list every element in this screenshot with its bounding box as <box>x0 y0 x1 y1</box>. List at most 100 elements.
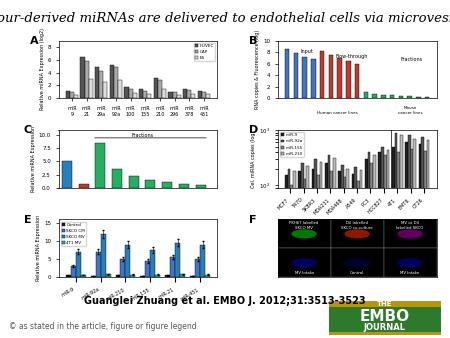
Bar <box>333 158 336 338</box>
Bar <box>183 89 187 98</box>
Bar <box>373 94 377 98</box>
Y-axis label: RNA copies & Fluorescence (log): RNA copies & Fluorescence (log) <box>255 30 260 109</box>
Circle shape <box>344 229 370 239</box>
Circle shape <box>344 258 370 267</box>
Bar <box>81 56 85 98</box>
Text: E: E <box>23 215 31 225</box>
Bar <box>133 93 137 98</box>
Bar <box>76 252 81 277</box>
Text: © as stated in the article, figure or figure legend: © as stated in the article, figure or fi… <box>9 322 197 331</box>
Text: MV Intake: MV Intake <box>294 271 314 275</box>
Bar <box>106 274 111 277</box>
Bar <box>139 89 143 98</box>
Bar <box>392 147 395 338</box>
Circle shape <box>397 229 423 239</box>
Bar <box>306 166 309 338</box>
Text: Input: Input <box>300 49 313 54</box>
Y-axis label: Cel. miRNA copies (log): Cel. miRNA copies (log) <box>251 130 256 188</box>
Bar <box>364 93 368 98</box>
Bar <box>383 219 436 248</box>
Bar <box>301 163 304 338</box>
Bar <box>172 93 177 98</box>
Text: PKH67 labelled
SKCO MV: PKH67 labelled SKCO MV <box>289 221 319 230</box>
Text: EMBO: EMBO <box>360 309 410 323</box>
Bar <box>395 132 397 338</box>
Bar <box>90 276 95 277</box>
Text: DiI labelled
SKCO co-culture: DiI labelled SKCO co-culture <box>341 221 373 230</box>
Bar <box>408 136 410 338</box>
Text: A: A <box>30 36 39 46</box>
Bar <box>95 68 99 98</box>
Bar <box>168 92 172 98</box>
Bar <box>344 177 346 338</box>
Bar <box>360 170 362 338</box>
Bar <box>170 257 175 277</box>
Bar <box>397 152 400 338</box>
Bar <box>85 61 89 98</box>
Bar <box>114 68 118 98</box>
Bar <box>338 58 342 98</box>
Bar <box>410 149 413 338</box>
Bar <box>81 275 86 277</box>
Bar <box>368 152 370 338</box>
Bar <box>165 275 170 277</box>
Bar <box>418 144 421 338</box>
Bar <box>357 181 360 338</box>
Bar <box>154 78 158 98</box>
Text: JOURNAL: JOURNAL <box>364 323 406 332</box>
Bar <box>304 179 306 338</box>
Bar <box>427 140 429 338</box>
Bar <box>121 259 126 277</box>
Bar <box>355 167 357 338</box>
Bar <box>147 94 151 98</box>
Bar <box>126 245 130 277</box>
Circle shape <box>292 258 317 267</box>
Bar <box>352 174 355 338</box>
Bar <box>70 92 74 98</box>
Bar <box>202 92 206 98</box>
Bar <box>373 155 376 338</box>
Bar <box>416 97 421 98</box>
Bar <box>370 163 373 338</box>
Bar <box>66 275 71 277</box>
Bar <box>278 219 331 248</box>
Legend: Control, SKCO CM, SKCO MV, 4T1 MV: Control, SKCO CM, SKCO MV, 4T1 MV <box>61 221 86 246</box>
Text: MV Intake: MV Intake <box>400 271 420 275</box>
Bar <box>140 276 145 277</box>
Bar <box>71 266 76 277</box>
Bar <box>293 171 296 338</box>
Bar <box>191 94 195 98</box>
Bar <box>62 162 72 188</box>
Bar <box>294 53 298 98</box>
Bar <box>66 91 70 98</box>
Bar <box>288 169 290 338</box>
Bar <box>346 169 349 338</box>
Bar <box>112 169 122 188</box>
Bar <box>143 91 147 98</box>
Bar <box>79 184 89 188</box>
Legend: HUVEC, CAP, ES: HUVEC, CAP, ES <box>194 43 215 61</box>
Bar <box>381 147 384 338</box>
Bar <box>407 96 412 98</box>
Bar <box>314 159 317 338</box>
Text: C: C <box>23 125 32 136</box>
Text: Human cancer lines: Human cancer lines <box>317 111 357 115</box>
Bar <box>325 163 328 338</box>
Bar <box>346 61 351 98</box>
Bar <box>341 165 344 338</box>
Bar <box>278 248 331 277</box>
Bar <box>331 219 383 248</box>
Bar <box>285 175 288 338</box>
Bar <box>100 234 106 277</box>
Bar <box>99 71 104 98</box>
Bar <box>124 87 129 98</box>
Bar <box>320 162 322 338</box>
Bar <box>118 80 122 98</box>
Bar <box>405 142 408 338</box>
Bar <box>425 97 429 98</box>
Bar <box>145 180 155 188</box>
Text: Mouse
cancer lines: Mouse cancer lines <box>398 106 423 115</box>
Bar <box>331 248 383 277</box>
Bar <box>378 152 381 338</box>
Bar <box>205 275 210 277</box>
